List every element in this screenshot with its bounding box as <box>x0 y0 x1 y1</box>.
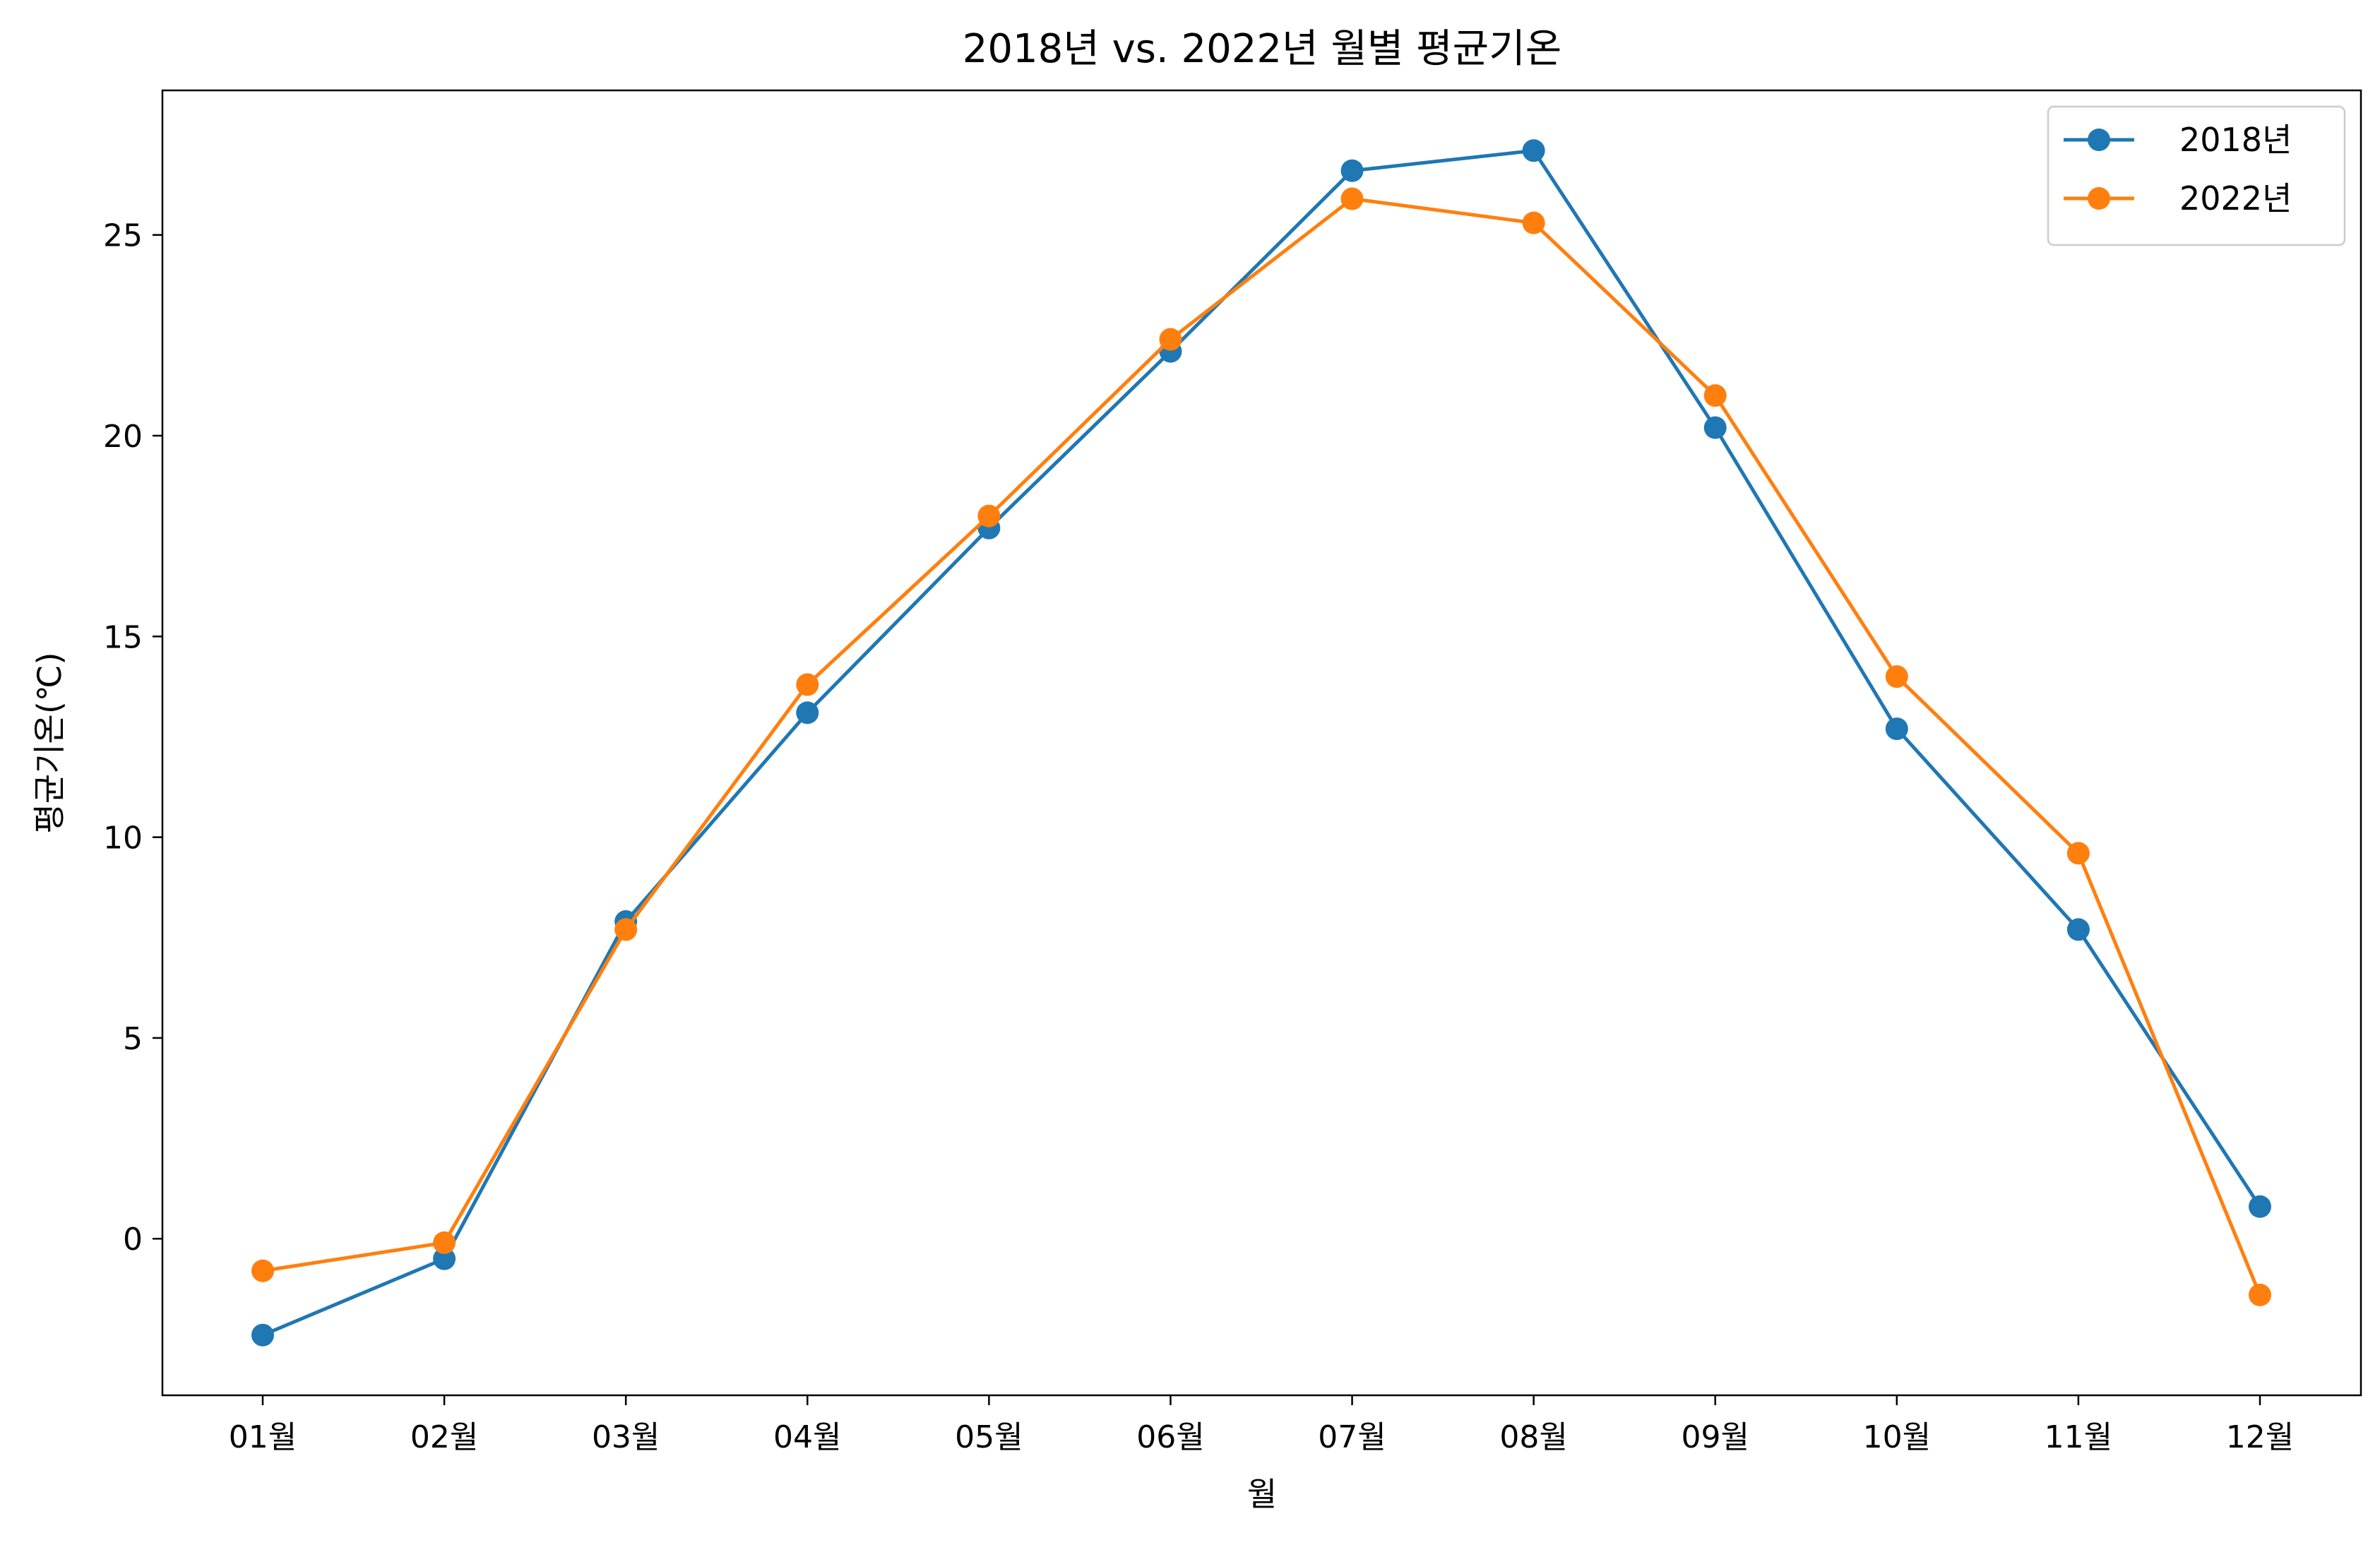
x-tick-label: 08월 <box>1499 1419 1567 1455</box>
x-tick-label: 01월 <box>229 1419 297 1455</box>
x-tick-label: 02월 <box>410 1419 478 1455</box>
series-2 <box>251 187 2271 1306</box>
data-point <box>433 1231 456 1254</box>
legend-label: 2022년 <box>2179 179 2292 217</box>
x-tick-label: 07월 <box>1318 1419 1386 1455</box>
data-point <box>1522 211 1545 234</box>
y-tick-label: 0 <box>123 1222 143 1258</box>
y-tick-label: 25 <box>103 218 143 254</box>
data-point <box>1159 328 1182 351</box>
series-1 <box>251 139 2271 1347</box>
data-point <box>251 1259 274 1282</box>
series-line <box>260 148 2263 1337</box>
data-point <box>1885 717 1908 741</box>
data-point <box>796 701 819 724</box>
y-axis-title: 평균기온(℃) <box>30 652 69 834</box>
y-tick-label: 20 <box>103 419 143 455</box>
x-tick-label: 10월 <box>1863 1419 1931 1455</box>
data-point <box>251 1323 274 1347</box>
y-tick-label: 15 <box>103 619 143 655</box>
data-point <box>1340 187 1364 210</box>
y-tick-label: 10 <box>103 821 143 857</box>
x-tick-label: 06월 <box>1136 1419 1204 1455</box>
data-point <box>977 504 1001 527</box>
data-point <box>1340 159 1364 182</box>
data-point <box>2066 842 2090 865</box>
legend-label: 2018년 <box>2179 121 2292 159</box>
series-line <box>261 197 2263 1298</box>
x-tick-label: 12월 <box>2226 1419 2294 1455</box>
x-tick-label: 05월 <box>955 1419 1023 1455</box>
legend-marker <box>2088 129 2110 151</box>
x-tick-label: 09월 <box>1681 1419 1749 1455</box>
data-point <box>1885 665 1908 688</box>
x-tick-label: 04월 <box>773 1419 841 1455</box>
data-point <box>2249 1283 2271 1306</box>
chart-title: 2018년 vs. 2022년 월별 평균기온 <box>963 26 1562 72</box>
plot-area <box>251 139 2271 1347</box>
data-point <box>1703 384 1727 407</box>
data-point <box>2066 918 2090 941</box>
x-axis-title: 월 <box>1247 1475 1277 1513</box>
data-point <box>1522 139 1545 162</box>
plot-frame <box>161 89 2362 1397</box>
data-point <box>796 673 819 696</box>
x-tick-label: 11월 <box>2045 1419 2112 1455</box>
data-point <box>614 918 638 941</box>
legend-marker <box>2088 187 2110 210</box>
data-point <box>1703 416 1727 439</box>
legend: 2018년 2022년 <box>2047 105 2346 246</box>
axes: 01월 02월 03월 04월 05월 06월 07월 08월 09월 10월 11월 12월 0 5 10… <box>103 218 2294 1455</box>
data-point <box>433 1247 456 1270</box>
x-tick-label: 03월 <box>592 1419 660 1455</box>
data-point <box>2249 1195 2271 1218</box>
y-tick-label: 5 <box>123 1021 143 1057</box>
